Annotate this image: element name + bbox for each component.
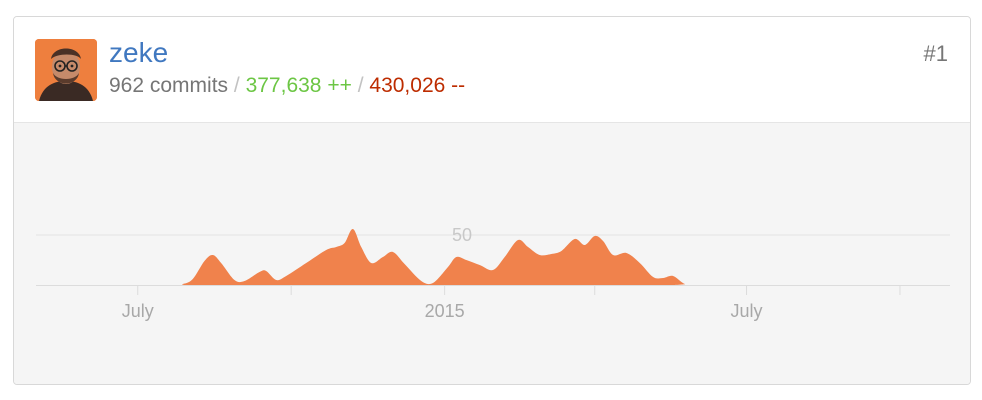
additions-count: 377,638 ++: [245, 74, 352, 97]
commit-activity-chart: 50 July 2015 July: [14, 123, 970, 384]
stats-separator: /: [233, 74, 240, 97]
x-tick-label: 2015: [425, 301, 465, 321]
commits-count: 962 commits: [109, 74, 229, 97]
contributor-header: zeke 962 commits / 377,638 ++ / 430,026 …: [14, 17, 970, 123]
deletions-count: 430,026 --: [369, 74, 466, 97]
username-link[interactable]: zeke: [109, 37, 169, 68]
avatar-photo-icon: [35, 39, 97, 101]
commit-area-series: [36, 228, 950, 285]
x-tick-label: July: [122, 301, 154, 321]
contributor-card: zeke 962 commits / 377,638 ++ / 430,026 …: [13, 16, 971, 385]
gridline-label: 50: [452, 225, 472, 245]
stats-separator: /: [357, 74, 364, 97]
chart-svg: 50 July 2015 July: [36, 225, 950, 321]
contributor-rank: #1: [923, 41, 948, 66]
contribution-stats: 962 commits / 377,638 ++ / 430,026 --: [109, 73, 465, 99]
x-tick-label: July: [731, 301, 763, 321]
avatar[interactable]: [35, 39, 97, 101]
